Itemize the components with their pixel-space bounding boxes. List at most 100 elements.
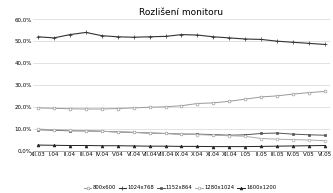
1152x864 [100, 130, 104, 132]
1600x1200 [164, 145, 167, 147]
1600x1200 [195, 145, 199, 147]
1024x768 [259, 38, 263, 41]
Line: 1152x864: 1152x864 [37, 128, 326, 137]
1600x1200 [116, 145, 120, 147]
1280x1024 [227, 135, 231, 137]
800x600 [100, 108, 104, 110]
800x600 [227, 100, 231, 102]
1280x1024 [211, 134, 215, 136]
1024x768 [84, 31, 88, 34]
1280x1024 [132, 131, 136, 134]
1280x1024 [148, 132, 152, 134]
1152x864 [259, 132, 263, 135]
Line: 1600x1200: 1600x1200 [37, 144, 326, 148]
1280x1024 [323, 140, 327, 142]
800x600 [164, 106, 167, 108]
1152x864 [179, 133, 183, 135]
Line: 1280x1024: 1280x1024 [37, 128, 326, 142]
1152x864 [132, 131, 136, 134]
1152x864 [164, 132, 167, 135]
1024x768 [36, 36, 40, 38]
800x600 [323, 90, 327, 93]
1152x864 [52, 129, 56, 131]
1600x1200 [275, 145, 279, 147]
1024x768 [179, 33, 183, 36]
1024x768 [243, 38, 247, 40]
1024x768 [291, 41, 295, 43]
Legend: 800x600, 1024x768, 1152x864, 1280x1024, 1600x1200: 800x600, 1024x768, 1152x864, 1280x1024, … [84, 185, 276, 190]
1600x1200 [132, 145, 136, 147]
1024x768 [132, 36, 136, 38]
1152x864 [227, 134, 231, 136]
1280x1024 [259, 137, 263, 140]
800x600 [307, 91, 311, 94]
1280x1024 [68, 129, 72, 131]
1152x864 [195, 133, 199, 135]
1280x1024 [307, 139, 311, 141]
800x600 [211, 102, 215, 104]
1152x864 [84, 130, 88, 132]
1280x1024 [100, 130, 104, 132]
1024x768 [52, 37, 56, 39]
1280x1024 [164, 132, 167, 135]
1600x1200 [68, 144, 72, 147]
1280x1024 [179, 133, 183, 135]
1600x1200 [52, 144, 56, 146]
800x600 [84, 108, 88, 110]
1024x768 [195, 34, 199, 36]
1600x1200 [259, 145, 263, 147]
1280x1024 [275, 138, 279, 140]
800x600 [68, 108, 72, 110]
1152x864 [148, 132, 152, 134]
1024x768 [323, 43, 327, 46]
1024x768 [275, 40, 279, 42]
1152x864 [36, 129, 40, 131]
1280x1024 [291, 138, 295, 141]
1152x864 [291, 133, 295, 135]
1024x768 [100, 35, 104, 37]
800x600 [179, 105, 183, 107]
800x600 [36, 107, 40, 109]
1152x864 [275, 132, 279, 134]
1024x768 [68, 33, 72, 36]
1024x768 [148, 36, 152, 38]
1024x768 [164, 35, 167, 37]
1152x864 [243, 134, 247, 136]
800x600 [259, 96, 263, 98]
Line: 1024x768: 1024x768 [36, 30, 327, 47]
800x600 [195, 102, 199, 105]
1600x1200 [291, 145, 295, 147]
1280x1024 [243, 135, 247, 137]
800x600 [132, 107, 136, 109]
1024x768 [307, 42, 311, 45]
800x600 [116, 107, 120, 110]
1152x864 [116, 131, 120, 133]
1600x1200 [100, 145, 104, 147]
1152x864 [211, 133, 215, 136]
800x600 [148, 106, 152, 108]
1024x768 [227, 37, 231, 39]
800x600 [291, 93, 295, 95]
1600x1200 [179, 145, 183, 147]
1600x1200 [84, 144, 88, 147]
1280x1024 [116, 131, 120, 133]
1280x1024 [84, 130, 88, 132]
1600x1200 [323, 144, 327, 147]
1152x864 [68, 130, 72, 132]
1024x768 [211, 36, 215, 38]
800x600 [52, 107, 56, 109]
1024x768 [116, 36, 120, 38]
1600x1200 [307, 145, 311, 147]
1280x1024 [52, 129, 56, 131]
800x600 [275, 95, 279, 97]
Line: 800x600: 800x600 [37, 90, 326, 110]
1152x864 [323, 134, 327, 136]
1600x1200 [211, 146, 215, 148]
1600x1200 [227, 146, 231, 148]
1280x1024 [195, 133, 199, 136]
1152x864 [307, 134, 311, 136]
1600x1200 [148, 145, 152, 147]
1600x1200 [243, 146, 247, 148]
1600x1200 [36, 144, 40, 146]
800x600 [243, 98, 247, 100]
